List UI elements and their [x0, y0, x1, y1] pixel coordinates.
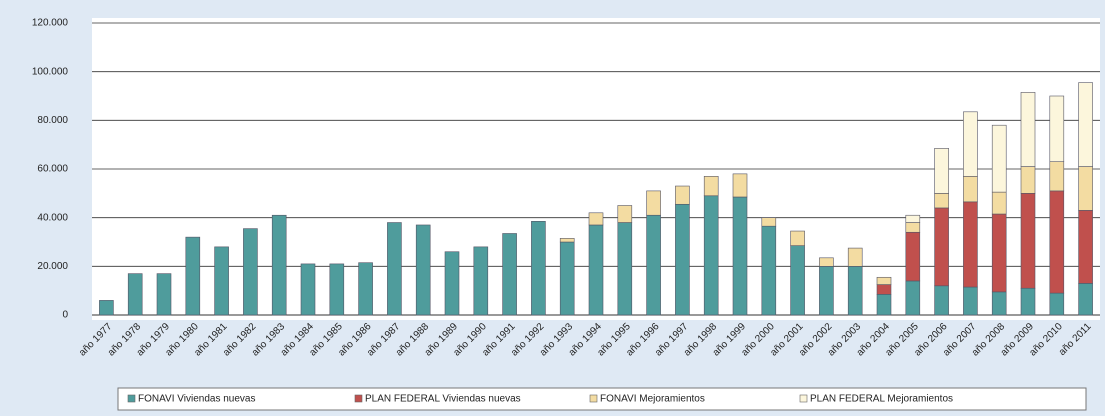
bar-segment	[876, 276, 892, 285]
bar-segment	[847, 247, 863, 267]
bar-segment	[502, 233, 517, 316]
bar-segment	[1020, 287, 1036, 316]
y-tick-label: 0	[62, 310, 68, 321]
bar-segment	[703, 176, 719, 197]
bar-segment	[991, 291, 1007, 316]
bar-segment	[1078, 210, 1093, 284]
legend-swatch	[799, 394, 808, 403]
bar-segment	[415, 224, 431, 316]
bar-segment	[243, 228, 258, 316]
legend-label: FONAVI Viviendas nuevas	[138, 394, 255, 405]
bar-segment	[214, 246, 229, 316]
bar-segment	[790, 245, 805, 316]
bar-segment	[127, 273, 143, 316]
bar-segment	[963, 286, 978, 316]
bar-segment	[1049, 292, 1065, 316]
bar-segment	[963, 176, 978, 203]
bar-segment	[646, 214, 661, 316]
bar-segment	[588, 224, 604, 316]
bar-segment	[905, 214, 921, 223]
legend-label: PLAN FEDERAL Viviendas nuevas	[365, 394, 521, 405]
bar-segment	[1078, 283, 1093, 316]
legend-swatch	[127, 394, 136, 403]
y-tick-label: 80.000	[37, 115, 68, 126]
bar-segment	[531, 221, 546, 316]
bar-segment	[675, 203, 690, 316]
bar-segment	[559, 241, 575, 316]
y-tick-label: 20.000	[37, 261, 68, 272]
bar-segment	[1078, 166, 1093, 211]
bar-segment	[905, 222, 921, 233]
bar-segment	[934, 207, 949, 287]
legend-swatch	[354, 394, 363, 403]
bar-segment	[761, 225, 777, 316]
bar-segment	[675, 185, 690, 205]
bar-segment	[271, 214, 287, 316]
y-tick-label: 120.000	[32, 18, 69, 29]
bar-segment	[156, 273, 172, 316]
bar-segment	[588, 212, 604, 226]
bar-segment	[387, 222, 402, 316]
legend-swatch	[589, 394, 598, 403]
bar-segment	[934, 285, 949, 316]
y-tick-label: 40.000	[37, 212, 68, 223]
bar-segment	[847, 266, 863, 316]
bar-segment	[358, 262, 373, 316]
bar-segment	[790, 230, 805, 246]
bar-segment	[876, 294, 892, 316]
bar-segment	[1078, 82, 1093, 167]
bar-segment	[905, 280, 921, 316]
bar-segment	[1049, 95, 1065, 162]
bar-segment	[732, 196, 748, 316]
bar-segment	[185, 236, 201, 316]
bar-segment	[934, 193, 949, 209]
bar-segment	[819, 266, 834, 316]
bar-segment	[819, 257, 834, 267]
bar-segment	[559, 238, 575, 243]
bar-segment	[991, 124, 1007, 193]
bar-segment	[934, 148, 949, 194]
bar-segment	[991, 191, 1007, 215]
y-tick-label: 60.000	[37, 164, 68, 175]
bar-segment	[300, 263, 316, 316]
bar-segment	[876, 284, 892, 295]
bar-segment	[905, 231, 921, 282]
legend-box	[117, 387, 1087, 411]
y-tick-label: 100.000	[32, 66, 69, 77]
legend-label: PLAN FEDERAL Mejoramientos	[810, 394, 953, 405]
bar-segment	[1049, 161, 1065, 192]
bar-segment	[963, 201, 978, 288]
legend-label: FONAVI Mejoramientos	[600, 394, 705, 405]
bar-segment	[99, 300, 114, 316]
bar-segment	[761, 217, 777, 227]
bar-segment	[1049, 190, 1065, 294]
bar-segment	[963, 111, 978, 177]
bar-segment	[1020, 166, 1036, 194]
bar-segment	[703, 195, 719, 316]
bar-segment	[617, 205, 633, 223]
bar-segment	[991, 213, 1007, 293]
bar-segment	[1020, 92, 1036, 167]
bar-segment	[444, 251, 460, 316]
bar-segment	[329, 263, 345, 316]
bar-segment	[617, 222, 633, 316]
bar-segment	[646, 190, 661, 216]
bar-segment	[473, 246, 489, 316]
bar-segment	[1020, 193, 1036, 289]
bar-segment	[732, 173, 748, 198]
